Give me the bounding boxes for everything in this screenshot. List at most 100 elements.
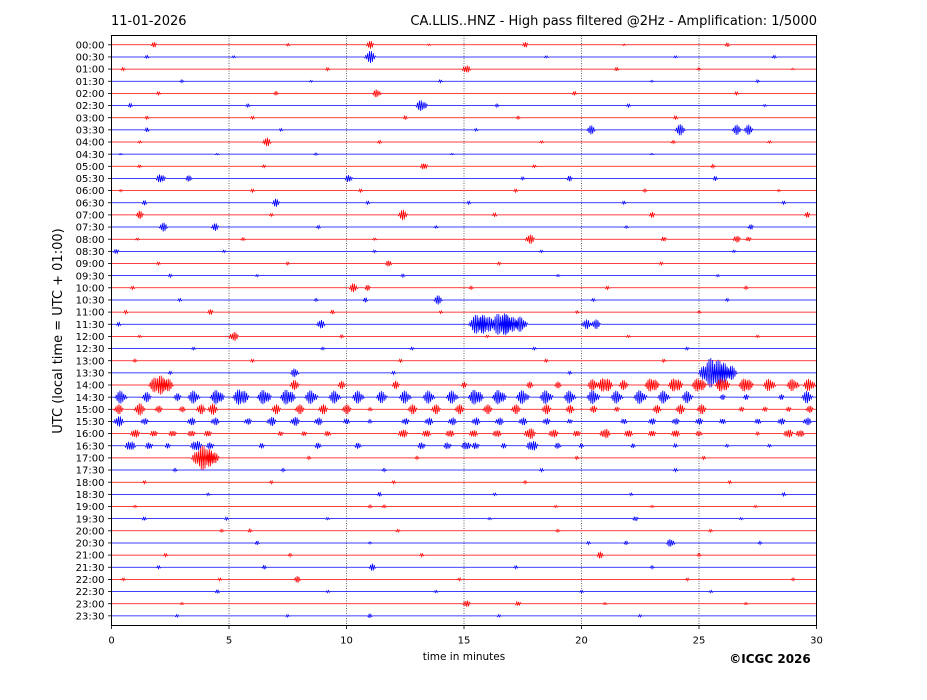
y-tick-label: 14:00 xyxy=(76,381,105,392)
trace-row xyxy=(111,332,817,341)
trace-row xyxy=(111,538,817,547)
trace-row xyxy=(111,273,817,279)
y-tick-label: 02:30 xyxy=(76,101,105,112)
y-tick-label: 11:30 xyxy=(76,320,105,331)
y-tick-label: 10:00 xyxy=(76,283,105,294)
y-tick-label: 15:30 xyxy=(76,417,105,428)
y-tick-label: 18:00 xyxy=(76,478,105,489)
x-tick-label: 0 xyxy=(108,636,114,647)
trace-row xyxy=(111,222,817,232)
y-tick-label: 21:30 xyxy=(76,563,105,574)
trace-row xyxy=(111,563,817,571)
y-tick-label: 04:30 xyxy=(76,150,105,161)
trace-lines xyxy=(111,41,817,619)
trace-row xyxy=(111,283,817,293)
trace-row xyxy=(111,467,817,473)
y-tick-label: 04:00 xyxy=(76,138,105,149)
y-tick-label: 11:00 xyxy=(76,308,105,319)
copyright: ©ICGC 2026 xyxy=(729,652,811,666)
y-tick-label: 20:30 xyxy=(76,539,105,550)
y-tick-label: 00:00 xyxy=(76,40,105,51)
y-axis-ticks: 00:00 00:3001:0001:3002:0002:3003:0003:30… xyxy=(76,40,112,622)
trace-row xyxy=(111,375,817,395)
trace-row xyxy=(111,209,817,221)
trace-row xyxy=(111,527,817,534)
y-tick-label: 19:30 xyxy=(76,514,105,525)
y-tick-label: 16:00 xyxy=(76,429,105,440)
trace-row xyxy=(111,440,817,451)
x-tick-label: 15 xyxy=(458,636,471,647)
trace-row xyxy=(111,309,817,316)
trace-row xyxy=(111,504,817,509)
x-axis-ticks: 0 5 10 15 20 25 30 xyxy=(108,625,823,647)
y-tick-label: 13:00 xyxy=(76,356,105,367)
y-tick-label: 22:00 xyxy=(76,575,105,586)
trace-row xyxy=(111,295,817,305)
trace-row xyxy=(111,613,817,619)
trace-row xyxy=(111,51,817,64)
y-tick-label: 16:30 xyxy=(76,441,105,452)
y-tick-label: 23:30 xyxy=(76,611,105,622)
chart-title: CA.LLIS..HNZ - High pass filtered @2Hz -… xyxy=(410,14,817,29)
trace-row xyxy=(111,89,817,98)
trace-row xyxy=(111,41,817,49)
trace-row xyxy=(111,114,817,121)
trace-row xyxy=(111,234,817,244)
x-tick-label: 20 xyxy=(575,636,588,647)
y-tick-label: 17:30 xyxy=(76,466,105,477)
vertical-gridlines xyxy=(228,35,700,626)
trace-row xyxy=(111,491,817,498)
y-tick-label: 21:00 xyxy=(76,551,105,562)
y-tick-label: 06:30 xyxy=(76,198,105,209)
trace-row xyxy=(111,78,817,84)
y-tick-label: 03:30 xyxy=(76,125,105,136)
y-tick-label: 01:00 xyxy=(76,65,105,76)
y-tick-label: 07:00 xyxy=(76,211,105,222)
y-tick-label: 13:30 xyxy=(76,368,105,379)
trace-row xyxy=(111,551,817,559)
trace-row xyxy=(111,403,817,416)
trace-row xyxy=(111,515,817,522)
y-tick-label: 02:00 xyxy=(76,89,105,100)
trace-row xyxy=(111,589,817,594)
x-tick-label: 25 xyxy=(693,636,706,647)
trace-row xyxy=(111,313,817,336)
y-tick-label: 08:00 xyxy=(76,235,105,246)
y-tick-label: 19:00 xyxy=(76,502,105,513)
x-tick-label: 10 xyxy=(340,636,353,647)
trace-row xyxy=(111,137,817,147)
y-tick-label: 07:30 xyxy=(76,223,105,234)
y-tick-label: 18:30 xyxy=(76,490,105,501)
y-tick-label: 05:00 xyxy=(76,162,105,173)
trace-row xyxy=(111,163,817,170)
y-tick-label: 10:30 xyxy=(76,296,105,307)
y-tick-label: 09:30 xyxy=(76,271,105,282)
y-tick-label: 08:30 xyxy=(76,247,105,258)
trace-row xyxy=(111,249,817,255)
trace-row xyxy=(111,198,817,207)
y-tick-label: 17:00 xyxy=(76,454,105,465)
trace-row xyxy=(111,389,817,405)
y-tick-label: 05:30 xyxy=(76,174,105,185)
trace-row xyxy=(111,188,817,194)
y-tick-label: 23:00 xyxy=(76,599,105,610)
y-tick-label: 22:30 xyxy=(76,587,105,598)
trace-row xyxy=(111,600,817,607)
y-tick-label: 09:00 xyxy=(76,259,105,270)
trace-row xyxy=(111,65,817,73)
y-tick-label: 20:00 xyxy=(76,526,105,537)
trace-row xyxy=(111,174,817,183)
x-tick-label: 5 xyxy=(226,636,232,647)
y-tick-label: 12:00 xyxy=(76,332,105,343)
y-tick-label: 12:30 xyxy=(76,344,105,355)
y-tick-label: 06:00 xyxy=(76,186,105,197)
y-tick-label: 01:30 xyxy=(76,77,105,88)
trace-row xyxy=(111,346,817,351)
trace-row xyxy=(111,358,817,364)
y-tick-label: 14:30 xyxy=(76,393,105,404)
trace-row xyxy=(111,357,817,388)
trace-row xyxy=(111,416,817,427)
trace-row xyxy=(111,260,817,267)
